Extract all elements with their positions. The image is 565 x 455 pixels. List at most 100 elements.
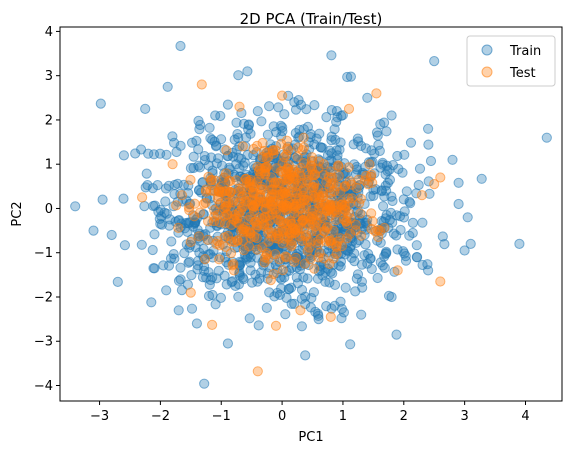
data-point	[179, 248, 190, 259]
data-point	[171, 200, 182, 211]
data-point	[325, 166, 336, 177]
data-point	[306, 293, 317, 304]
data-point	[514, 238, 525, 249]
data-point	[199, 151, 210, 162]
data-point	[166, 236, 177, 247]
data-point	[407, 217, 418, 228]
data-point	[381, 185, 392, 196]
data-point	[149, 263, 160, 274]
data-point	[207, 319, 218, 330]
data-point	[340, 282, 351, 293]
data-point	[325, 187, 336, 199]
data-point	[379, 222, 390, 233]
data-point	[278, 217, 289, 228]
data-point	[211, 140, 222, 151]
data-point	[313, 314, 324, 325]
x-axis: −3 −2 −1 0 1 2 3 4	[90, 401, 530, 424]
data-point	[245, 211, 256, 222]
data-point	[251, 222, 262, 233]
data-point	[377, 260, 388, 271]
data-point	[335, 186, 346, 197]
x-tick-label: −1	[212, 409, 231, 424]
data-point	[175, 188, 186, 199]
data-point	[373, 231, 384, 243]
data-point	[342, 71, 353, 83]
data-point	[106, 229, 117, 241]
legend-marker-test	[481, 66, 493, 78]
data-point	[324, 277, 335, 288]
data-point	[247, 277, 258, 288]
data-point	[314, 260, 325, 271]
data-point	[384, 214, 395, 226]
data-point	[325, 311, 336, 322]
data-point	[280, 309, 291, 320]
data-point	[194, 162, 205, 173]
data-point	[254, 163, 266, 174]
data-point	[301, 229, 312, 241]
data-point	[290, 128, 301, 139]
data-point	[193, 231, 204, 242]
data-point	[152, 180, 163, 191]
data-point	[424, 188, 435, 199]
data-point	[300, 350, 311, 361]
data-point	[344, 176, 355, 187]
data-point	[173, 275, 185, 286]
data-point	[274, 289, 285, 300]
data-point	[270, 243, 281, 254]
data-point	[236, 107, 247, 119]
y-tick-label: 2	[45, 113, 53, 128]
data-point	[277, 90, 288, 101]
data-point	[300, 291, 311, 302]
data-point	[234, 101, 245, 112]
data-point	[143, 148, 154, 159]
data-point	[306, 152, 318, 163]
data-point	[308, 190, 319, 201]
points-layer	[70, 40, 552, 389]
data-point	[88, 225, 99, 236]
data-point	[320, 236, 332, 247]
x-axis-label: PC1	[298, 430, 323, 445]
data-point	[401, 186, 412, 197]
data-point	[384, 174, 395, 185]
data-point	[321, 301, 332, 312]
data-point	[359, 250, 370, 261]
data-point	[326, 303, 337, 314]
data-point	[462, 212, 473, 223]
data-point	[155, 148, 166, 159]
data-point	[244, 313, 255, 324]
data-point	[339, 200, 351, 211]
data-point	[335, 137, 346, 148]
data-point	[290, 104, 302, 115]
data-point	[147, 244, 158, 256]
data-point	[366, 208, 377, 219]
data-point	[285, 169, 296, 180]
data-point	[387, 195, 398, 207]
data-point	[261, 161, 272, 173]
data-point	[261, 302, 272, 313]
data-point	[333, 161, 344, 172]
data-point	[224, 186, 236, 197]
data-point	[257, 242, 268, 253]
data-point	[465, 238, 476, 249]
data-point	[302, 273, 313, 284]
x-tick-label: 3	[461, 409, 469, 424]
data-point	[357, 282, 368, 293]
data-point	[185, 163, 196, 174]
data-point	[279, 152, 290, 163]
data-point	[349, 159, 360, 170]
data-point	[299, 203, 310, 214]
data-point	[264, 287, 275, 298]
data-point	[284, 227, 295, 238]
data-point	[541, 132, 552, 143]
data-point	[305, 213, 317, 224]
data-point	[242, 66, 253, 77]
data-point	[196, 79, 207, 90]
data-point	[257, 137, 268, 149]
data-point	[437, 231, 448, 242]
data-point	[343, 103, 355, 115]
data-point	[439, 239, 450, 250]
data-point	[243, 120, 254, 131]
data-point	[256, 116, 267, 127]
data-point	[381, 248, 392, 259]
data-point	[360, 143, 371, 154]
